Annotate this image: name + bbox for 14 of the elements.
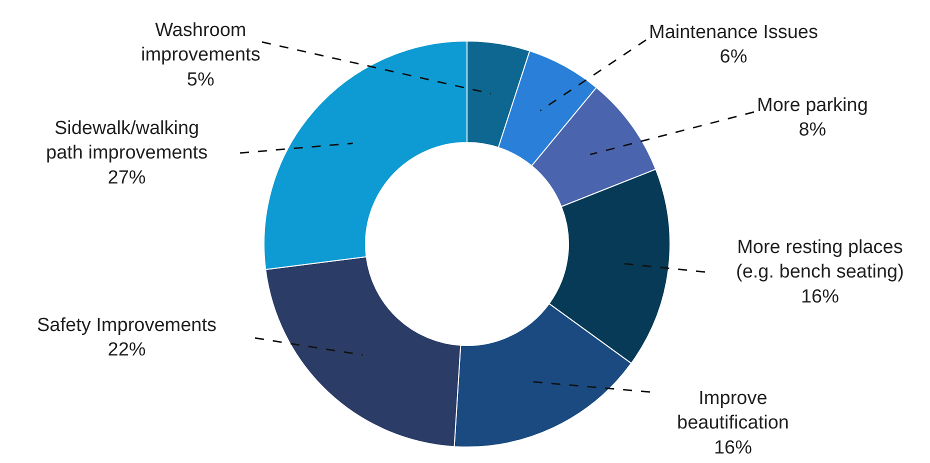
slice-label: More parking — [757, 95, 868, 116]
slice-label: More resting places (e.g. bench seating) — [736, 237, 904, 283]
slice-label: Improve beautification — [677, 388, 789, 434]
slice-label: Maintenance Issues — [649, 22, 818, 43]
data-label: 22% — [108, 340, 146, 361]
data-label: 16% — [714, 437, 752, 458]
slice-label: Sidewalk/walking path improvements — [46, 118, 208, 164]
data-label: 5% — [186, 69, 214, 90]
slice-label: Washroom improvements — [141, 20, 260, 66]
slice-label: Safety Improvements — [37, 315, 217, 336]
data-label: 8% — [798, 120, 826, 141]
data-label: 16% — [800, 286, 840, 308]
data-label: 6% — [720, 46, 748, 68]
data-label: 27% — [108, 167, 146, 188]
